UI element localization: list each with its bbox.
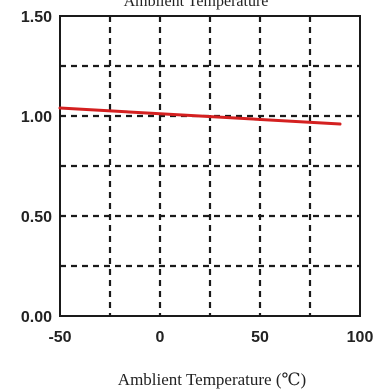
series-layer bbox=[58, 106, 342, 126]
chart-title: Amblient Temperature bbox=[124, 0, 269, 10]
x-tick-label: 50 bbox=[251, 329, 269, 346]
y-tick-label: 1.00 bbox=[21, 109, 52, 126]
grid-lines bbox=[60, 16, 360, 316]
y-tick-label: 0.50 bbox=[21, 209, 52, 226]
x-axis-label: Amblient Temperature (℃) bbox=[118, 370, 306, 389]
plot-frame bbox=[59, 15, 361, 317]
y-tick-label: 1.50 bbox=[21, 9, 52, 26]
x-ticks: -50 0 50 100 bbox=[48, 329, 373, 346]
x-tick-label: 100 bbox=[347, 329, 374, 346]
x-tick-label: -50 bbox=[48, 329, 71, 346]
x-tick-label: 0 bbox=[156, 329, 165, 346]
series-line bbox=[58, 106, 342, 126]
y-ticks: 0.00 0.50 1.00 1.50 bbox=[21, 9, 52, 326]
y-tick-label: 0.00 bbox=[21, 309, 52, 326]
